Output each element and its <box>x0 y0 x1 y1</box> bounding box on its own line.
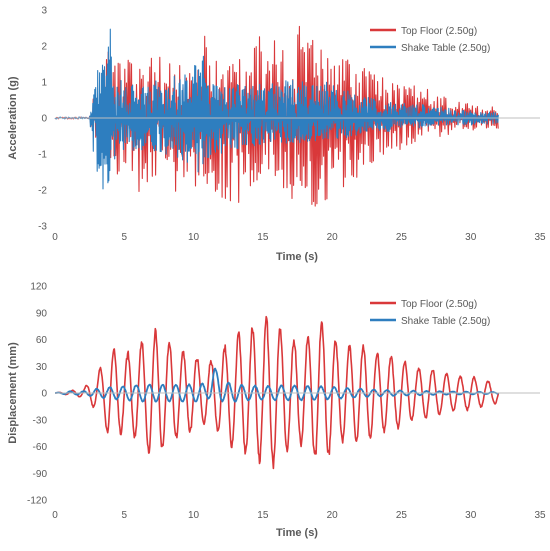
x-tick-label: 35 <box>534 510 546 521</box>
y-tick-label: 120 <box>30 282 47 293</box>
y-tick-label: -30 <box>33 415 48 426</box>
y-tick-label: -1 <box>38 150 47 161</box>
y-tick-label: 3 <box>41 6 47 17</box>
y-tick-label: 90 <box>36 308 48 319</box>
x-tick-label: 5 <box>122 510 128 521</box>
x-tick-label: 25 <box>396 510 408 521</box>
acceleration-x-axis-title: Time (s) <box>276 251 318 263</box>
legend-label-top-floor: Top Floor (2.50g) <box>401 299 477 310</box>
x-tick-label: 10 <box>188 510 200 521</box>
acceleration-chart: -3 -2 -1 0 1 2 3 0 5 10 15 20 25 30 35 Acceleration (… <box>7 6 546 264</box>
displacement-legend: Top Floor (2.50g) Shake Table (2.50g) <box>370 299 490 327</box>
legend-label-top-floor: Top Floor (2.50g) <box>401 26 477 37</box>
displacement-x-ticks: 0 5 10 15 20 25 30 35 <box>52 510 546 521</box>
x-tick-label: 15 <box>257 232 269 243</box>
x-tick-label: 0 <box>52 510 58 521</box>
displacement-chart: -120 -90 -60 -30 0 30 60 90 120 0 5 10 15 20 25 30 35 D… <box>7 282 546 540</box>
y-tick-label: 1 <box>41 78 47 89</box>
x-tick-label: 35 <box>534 232 546 243</box>
y-tick-label: 2 <box>41 42 47 53</box>
y-tick-label: 0 <box>41 114 47 125</box>
series-line-shake-table <box>54 367 499 403</box>
x-tick-label: 15 <box>257 510 269 521</box>
y-tick-label: -120 <box>27 496 47 507</box>
displacement-y-axis-title: Displacement (mm) <box>7 342 19 444</box>
acceleration-y-ticks: -3 -2 -1 0 1 2 3 <box>38 6 47 233</box>
y-tick-label: -2 <box>38 186 47 197</box>
x-tick-label: 30 <box>465 510 477 521</box>
x-tick-label: 0 <box>52 232 58 243</box>
legend-label-shake-table: Shake Table (2.50g) <box>401 316 490 327</box>
legend-label-shake-table: Shake Table (2.50g) <box>401 43 490 54</box>
acceleration-y-axis-title: Acceleration (g) <box>7 76 19 159</box>
x-tick-label: 5 <box>122 232 128 243</box>
y-tick-label: 0 <box>41 389 47 400</box>
y-tick-label: 60 <box>36 335 48 346</box>
y-tick-label: 30 <box>36 362 48 373</box>
x-tick-label: 20 <box>327 510 339 521</box>
x-tick-label: 25 <box>396 232 408 243</box>
acceleration-x-ticks: 0 5 10 15 20 25 30 35 <box>52 232 546 243</box>
x-tick-label: 10 <box>188 232 200 243</box>
y-tick-label: -90 <box>33 469 48 480</box>
x-tick-label: 20 <box>327 232 339 243</box>
acceleration-legend: Top Floor (2.50g) Shake Table (2.50g) <box>370 26 490 54</box>
displacement-y-ticks: -120 -90 -60 -30 0 30 60 90 120 <box>27 282 47 507</box>
y-tick-label: -3 <box>38 222 47 233</box>
series-line-shake-table <box>54 28 499 190</box>
displacement-x-axis-title: Time (s) <box>276 527 318 539</box>
x-tick-label: 30 <box>465 232 477 243</box>
y-tick-label: -60 <box>33 442 48 453</box>
